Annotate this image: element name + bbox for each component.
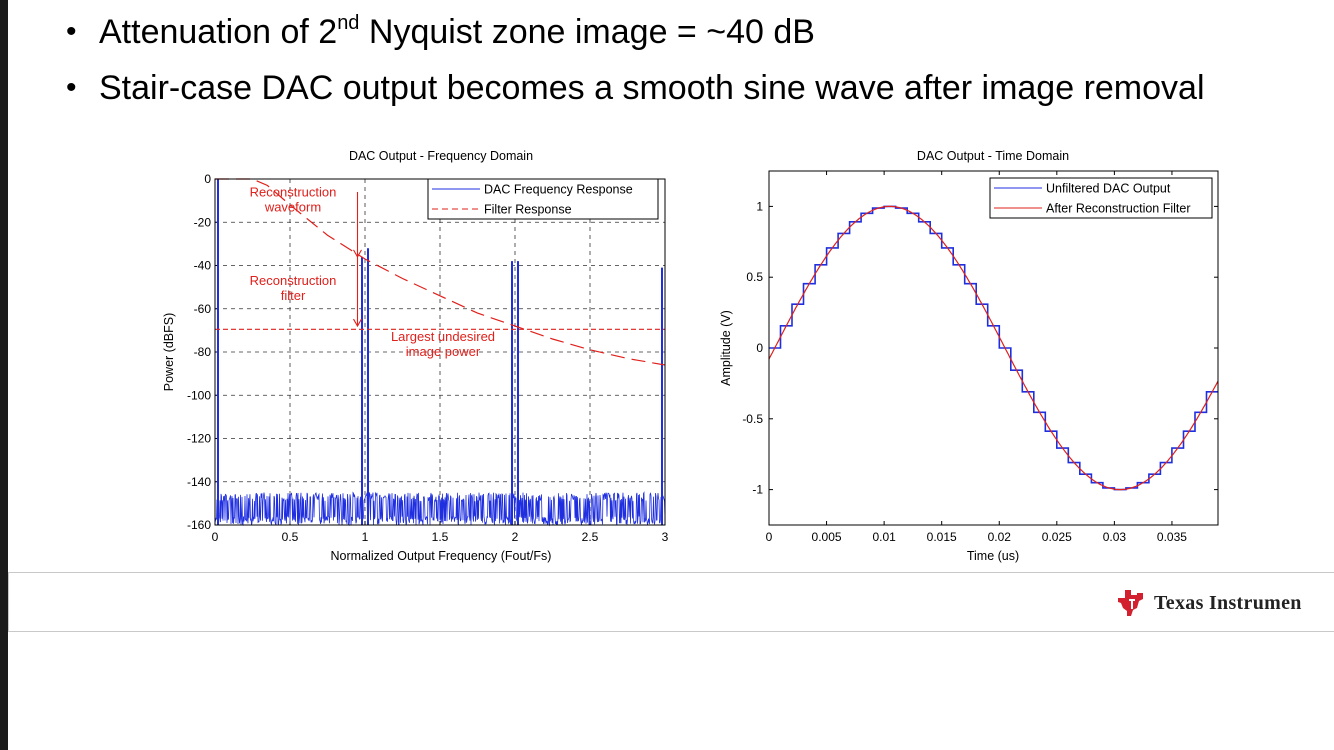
time-domain-chart: DAC Output - Time Domain 0 0.005 0.01 0.015… [719,149,1219,563]
fd-x-tick-label-0: 0 [212,530,219,544]
td-legend: Unfiltered DAC Output After Reconstructi… [989,177,1213,219]
frequency-domain-chart: DAC Output - Frequency Domain 0 0.5 1 1.5 2 2… [162,149,669,563]
fd-annotation-2-line-0: Largest undesired [391,329,495,344]
td-plot-frame [768,170,1219,526]
fd-gridlines [215,179,665,525]
td-staircase-line [769,205,1218,491]
fd-series-group [214,178,666,527]
bullet-1-text-end: Nyquist zone image = ~40 dB [359,13,815,51]
fd-annotation-2-line-1: image power [406,344,481,359]
fd-y-ticks: 0 -20 -40 -60 -80 -100 -120 -140 -160 [187,172,219,532]
bullet-1-text: Attenuation of 2 [99,13,338,51]
fd-y-tick-label-1: -20 [194,215,212,229]
td-legend-box [989,177,1213,219]
fd-y-tick-label-5: -100 [187,388,211,402]
fd-annotation-1-line-1: filter [281,288,306,303]
td-y-tick-label-2: 0 [756,341,763,355]
td-series-group [768,205,1219,491]
td-y-tick-label-4: -1 [752,483,763,497]
fd-y-tick-label-2: -40 [194,259,212,273]
fd-annotation-0: Reconstruction waveform [250,184,337,214]
td-chart-title: DAC Output - Time Domain [917,149,1069,163]
fd-x-tick-label-6: 3 [662,530,669,544]
fd-annotation-0-line-1: waveform [264,199,321,214]
fd-legend-label-2: Filter Response [484,203,572,217]
fd-annotation-2: Largest undesired image power [391,329,495,359]
fd-annotation-1: Reconstruction filter [250,273,337,303]
fd-arrow-head-1 [353,318,362,328]
fd-legend-box [427,178,659,220]
ti-logo-icon [1118,590,1143,616]
fd-annotation-1-line-0: Reconstruction [250,273,337,288]
fd-y-axis-label: Power (dBFS) [162,313,176,392]
bullet-2-symbol: • [66,71,77,104]
fd-y-tick-label-6: -120 [187,432,211,446]
fd-y-tick-label-0: 0 [204,172,211,186]
td-x-tick-label-3: 0.015 [927,530,957,544]
ti-logo: Texas Instrumen [1116,586,1302,620]
bullet-list: • Attenuation of 2nd Nyquist zone image =… [66,12,1205,124]
fd-y-tick-label-4: -80 [194,345,212,359]
fd-x-ticks: 0 0.5 1 1.5 2 2.5 3 [212,521,669,544]
fd-filter-response [215,178,666,366]
fd-x-tick-label-4: 2 [512,530,519,544]
td-x-tick-label-7: 0.035 [1157,530,1187,544]
left-edge-bar [0,0,8,750]
td-x-tick-label-4: 0.02 [988,530,1012,544]
td-x-tick-label-6: 0.03 [1103,530,1127,544]
td-y-tick-label-1: 0.5 [746,270,763,284]
fd-y-tick-label-8: -160 [187,518,211,532]
td-legend-label-1: Unfiltered DAC Output [1046,182,1171,196]
charts-canvas: DAC Output - Frequency Domain 0 0.5 1 1.5 2 2… [162,149,1219,563]
td-x-tick-label-2: 0.01 [872,530,896,544]
td-x-tick-label-5: 0.025 [1042,530,1072,544]
fd-legend-label-1: DAC Frequency Response [484,183,633,197]
fd-y-tick-label-3: -60 [194,302,212,316]
td-y-tick-label-0: 1 [756,199,763,213]
bullet-1: • Attenuation of 2nd Nyquist zone image =… [66,12,1205,52]
fd-x-tick-label-1: 0.5 [282,530,299,544]
fd-x-tick-label-5: 2.5 [582,530,599,544]
ti-logo-text: Texas Instrumen [1154,591,1302,614]
fd-x-axis-label: Normalized Output Frequency (Fout/Fs) [331,549,552,563]
td-x-axis-label: Time (us) [967,549,1019,563]
td-y-axis-label: Amplitude (V) [719,310,733,386]
fd-chart-title: DAC Output - Frequency Domain [349,149,533,163]
td-x-tick-label-1: 0.005 [812,530,842,544]
bullet-2-text: Stair-case DAC output becomes a smooth s… [99,69,1205,107]
fd-x-tick-label-2: 1 [362,530,369,544]
td-x-tick-label-0: 0 [766,530,773,544]
bullet-2: • Stair-case DAC output becomes a smooth … [66,68,1205,108]
fd-annotation-0-line-0: Reconstruction [250,184,337,199]
td-smooth-line [768,205,1219,491]
fd-x-tick-label-3: 1.5 [432,530,449,544]
td-legend-label-2: After Reconstruction Filter [1046,202,1191,216]
fd-y-tick-label-7: -140 [187,475,211,489]
td-y-tick-label-3: -0.5 [742,412,763,426]
bullet-1-superscript: nd [337,12,360,34]
bullet-1-symbol: • [66,15,77,48]
fd-legend: DAC Frequency Response Filter Response [427,178,659,220]
footer-band [8,572,1334,632]
fd-noise-floor [214,491,666,527]
td-ticks: 0 0.005 0.01 0.015 0.02 0.025 0.03 0.035 1 0.5 0 -0… [742,171,1218,544]
